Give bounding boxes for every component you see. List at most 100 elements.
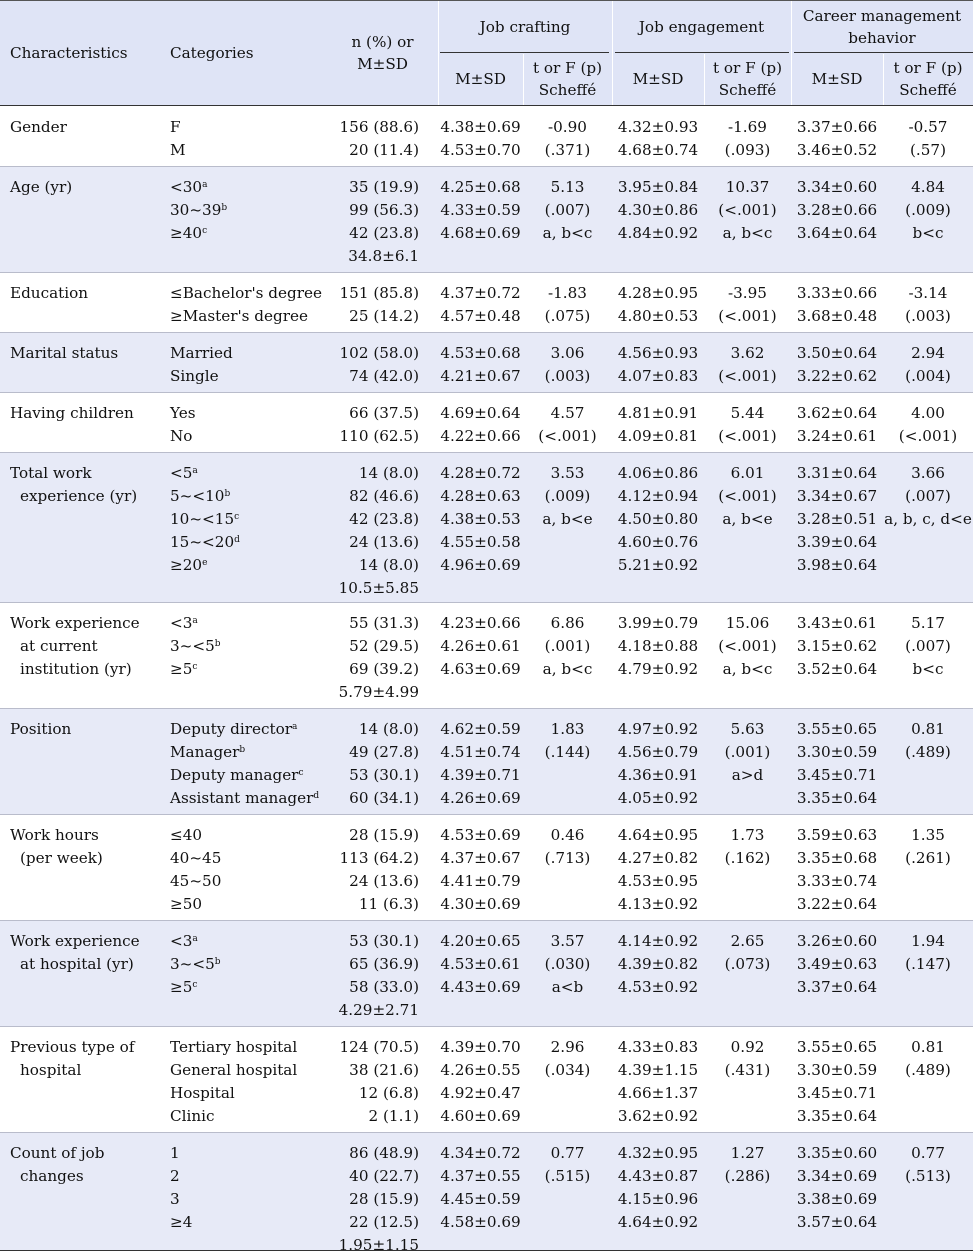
n-percent-value: 40 (22.7) [349, 1167, 419, 1185]
job-engagement-test-cell: 6.01 (<.001) a, b<e [704, 462, 791, 531]
job-engagement-test-value: (<.001) [718, 367, 777, 385]
job-engagement-msd-cell: 4.06±0.86 4.12±0.94 4.50±0.80 4.60±0.76 5.21… [612, 462, 704, 577]
job-engagement-msd-cell: 3.95±0.84 4.30±0.86 4.84±0.92 [612, 176, 704, 245]
career-test-value: (<.001) [898, 427, 958, 445]
characteristic-value: Total work [10, 464, 92, 482]
career-msd-cell: 3.59±0.63 3.35±0.68 3.33±0.74 3.22±0.64 [791, 824, 883, 916]
job-engagement-msd-cell: 4.64±0.95 4.27±0.82 4.53±0.95 4.13±0.92 [612, 824, 704, 916]
category-label: <3 [170, 932, 193, 950]
career-msd-cell: 3.37±0.66 3.46±0.52 [791, 116, 883, 162]
category-label: Married [170, 344, 233, 362]
job-engagement-msd-value: 4.60±0.76 [617, 533, 699, 551]
job-crafting-msd-cell: 4.28±0.72 4.28±0.63 4.38±0.53 4.55±0.58 4.96… [438, 462, 523, 577]
job-crafting-test-value: (.030) [544, 955, 591, 973]
category-value: ≥40c [170, 222, 330, 245]
career-msd-value: 3.50±0.64 [796, 344, 878, 362]
header-bottom-rule [0, 105, 973, 106]
career-msd-cell: 3.62±0.64 3.24±0.61 [791, 402, 883, 448]
category-label: 2 [170, 1167, 180, 1185]
category-label: 3 [170, 1190, 180, 1208]
career-msd-value: 3.22±0.62 [796, 367, 878, 385]
job-engagement-msd-value: 4.32±0.95 [617, 1144, 699, 1162]
job-crafting-msd-value: 4.23±0.66 [440, 614, 521, 632]
job-crafting-msd-value: 4.26±0.61 [440, 637, 521, 655]
job-engagement-msd-value: 3.99±0.79 [617, 614, 699, 632]
header-characteristics: Characteristics [10, 44, 128, 62]
n-percent-value: 25 (14.2) [349, 307, 419, 325]
n-percent-value: 66 (37.5) [349, 404, 419, 422]
job-engagement-test-cell: 1.27 (.286) [704, 1142, 791, 1188]
category-superscript: b [214, 957, 221, 967]
job-crafting-msd-value: 4.53±0.70 [440, 141, 521, 159]
header-divider [883, 54, 884, 105]
n-percent-value: 74 (42.0) [349, 367, 419, 385]
category-superscript: c [192, 662, 198, 672]
job-crafting-msd-value: 4.62±0.59 [440, 720, 521, 738]
category-value: 2 [170, 1165, 330, 1188]
career-test-value: (.009) [905, 201, 951, 219]
n-percent-value: 53 (30.1) [349, 766, 419, 784]
category-label: Tertiary hospital [170, 1038, 298, 1056]
category-label: General hospital [170, 1061, 298, 1079]
job-crafting-msd-value: 4.38±0.69 [440, 118, 521, 136]
job-crafting-msd-value: 4.33±0.59 [440, 201, 521, 219]
n-percent-cell: 156 (88.6) 20 (11.4) [330, 116, 419, 162]
table-row [0, 1132, 973, 1250]
table-top-rule [0, 0, 973, 1]
n-percent-value: 124 (70.5) [339, 1038, 419, 1056]
career-test-value: (.261) [905, 849, 951, 867]
row-divider [0, 272, 973, 273]
job-crafting-msd-cell: 4.53±0.69 4.37±0.67 4.41±0.79 4.30±0.69 [438, 824, 523, 916]
header-msd: M±SD [811, 70, 863, 88]
row-divider [0, 1132, 973, 1133]
career-test-cell: 0.77 (.513) [883, 1142, 973, 1188]
career-msd-value: 3.38±0.69 [796, 1190, 878, 1208]
category-superscript: c [298, 768, 304, 778]
job-crafting-test-value: 1.83 [550, 720, 585, 738]
job-engagement-msd-value: 4.56±0.93 [617, 344, 699, 362]
career-test-value: 0.81 [911, 1038, 945, 1056]
characteristic-value: Count of job [10, 1144, 105, 1162]
category-value: Single [170, 365, 330, 388]
job-crafting-test-value: 3.53 [550, 464, 585, 482]
n-percent-value: 82 (46.6) [349, 487, 419, 505]
career-test-cell: 0.81 (.489) [883, 718, 973, 764]
job-crafting-msd-value: 4.58±0.69 [440, 1213, 521, 1231]
job-crafting-test-value: 0.46 [550, 826, 585, 844]
n-percent-value: 5.79±4.99 [338, 683, 419, 701]
row-divider [0, 1026, 973, 1027]
header-divider [438, 1, 439, 105]
career-msd-value: 3.30±0.59 [796, 1061, 878, 1079]
job-engagement-test-value: 15.06 [725, 614, 770, 632]
job-crafting-msd-value: 4.43±0.69 [440, 978, 521, 996]
career-msd-value: 3.34±0.69 [796, 1167, 878, 1185]
job-engagement-test-value: (<.001) [718, 307, 777, 325]
header-scheffe: Scheffé [899, 81, 957, 99]
category-cell: Tertiary hospital General hospital Hospita… [170, 1036, 330, 1128]
job-engagement-msd-cell: 4.33±0.83 4.39±1.15 4.66±1.37 3.62±0.92 [612, 1036, 704, 1128]
job-engagement-msd-value: 4.81±0.91 [617, 404, 699, 422]
job-crafting-test-value: (.034) [544, 1061, 591, 1079]
characteristic-value: at current [20, 637, 98, 655]
job-engagement-test-value: 5.44 [730, 404, 765, 422]
category-superscript: b [239, 745, 246, 755]
career-msd-value: 3.49±0.63 [796, 955, 878, 973]
career-test-value: (.489) [905, 743, 951, 761]
n-percent-cell: 55 (31.3) 52 (29.5) 69 (39.2) 5.79±4.99 [330, 612, 419, 704]
category-label: 45~50 [170, 872, 222, 890]
category-value: Tertiary hospital [170, 1036, 330, 1059]
job-crafting-test-value: 4.57 [550, 404, 585, 422]
job-engagement-test-value: -1.69 [728, 118, 767, 136]
career-test-cell: 4.00 (<.001) [883, 402, 973, 448]
job-engagement-test-cell: -1.69 (.093) [704, 116, 791, 162]
category-superscript: b [214, 639, 221, 649]
category-value: Married [170, 342, 330, 365]
header-test: t or F (p) [712, 59, 783, 77]
category-label: ≥4 [170, 1213, 193, 1231]
career-msd-value: 3.33±0.74 [796, 872, 878, 890]
career-test-value: 5.17 [911, 614, 945, 632]
job-crafting-msd-cell: 4.25±0.68 4.33±0.59 4.68±0.69 [438, 176, 523, 245]
row-divider [0, 392, 973, 393]
category-superscript: a [192, 466, 198, 476]
job-engagement-test-cell: 5.44 (<.001) [704, 402, 791, 448]
